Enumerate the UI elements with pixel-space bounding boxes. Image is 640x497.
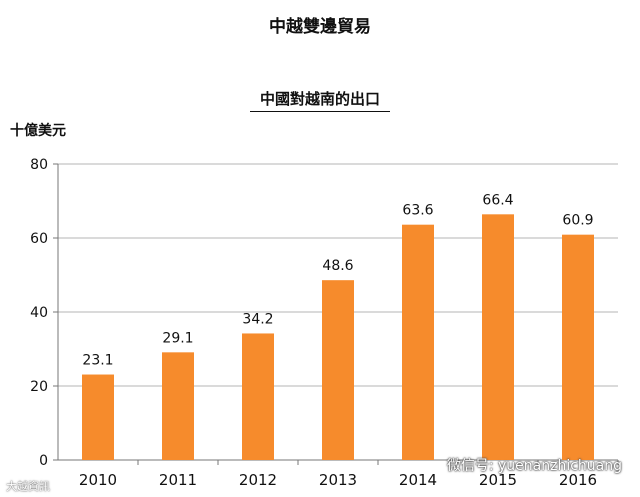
- bar: [402, 224, 434, 460]
- bar: [322, 280, 354, 460]
- bar: [162, 352, 194, 460]
- data-label: 66.4: [482, 192, 513, 208]
- bar: [82, 374, 114, 460]
- wechat-watermark: 微信号: yuenanzhichuang: [446, 458, 622, 474]
- y-tick-label: 60: [30, 231, 48, 247]
- y-tick-label: 0: [39, 453, 48, 469]
- data-label: 48.6: [322, 258, 353, 274]
- data-label: 34.2: [242, 311, 273, 327]
- data-label: 23.1: [82, 353, 113, 369]
- bar: [562, 234, 594, 460]
- bar: [482, 214, 514, 460]
- y-axis-label: 十億美元: [10, 123, 66, 139]
- y-tick-label: 40: [30, 305, 48, 321]
- x-tick-label: 2015: [479, 471, 517, 489]
- chart-subtitle: 中國對越南的出口: [250, 88, 390, 112]
- x-tick-label: 2010: [79, 471, 117, 489]
- chart-title: 中越雙邊貿易: [269, 17, 371, 37]
- corner-watermark: 大越資訊: [6, 480, 50, 493]
- y-tick-label: 20: [30, 379, 48, 395]
- x-tick-label: 2014: [399, 471, 437, 489]
- y-tick-label: 80: [30, 157, 48, 173]
- x-tick-label: 2012: [239, 471, 277, 489]
- x-tick-label: 2013: [319, 471, 357, 489]
- data-label: 60.9: [562, 213, 593, 229]
- data-label: 63.6: [402, 203, 433, 219]
- x-tick-label: 2011: [159, 471, 197, 489]
- bar: [242, 333, 274, 460]
- data-label: 29.1: [162, 330, 193, 346]
- x-tick-label: 2016: [559, 471, 597, 489]
